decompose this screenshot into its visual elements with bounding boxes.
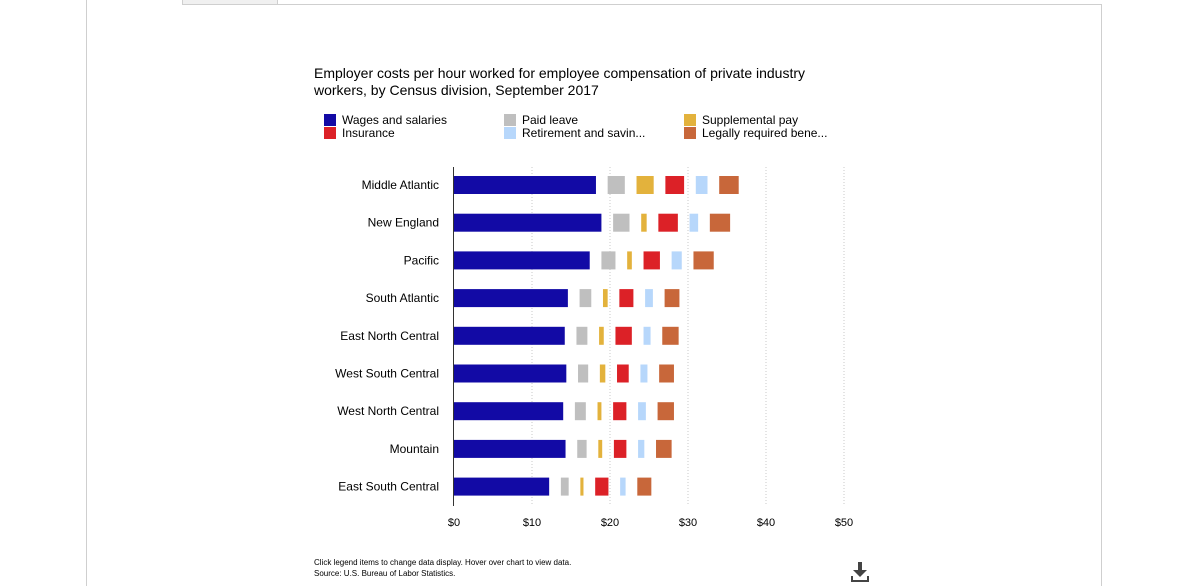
bar-segment	[599, 364, 606, 383]
legend-swatch	[504, 126, 516, 139]
bar-segment	[454, 176, 596, 194]
bar-segment	[709, 213, 731, 232]
bar-segment	[454, 326, 565, 345]
bar-segment	[695, 176, 708, 194]
legend-swatch	[504, 113, 516, 126]
tab-stub[interactable]	[182, 0, 278, 5]
bar-segment	[689, 213, 699, 232]
x-tick-label: $40	[757, 517, 775, 529]
x-tick-label: $30	[679, 517, 697, 529]
category-label: West North Central	[337, 404, 439, 418]
legend-item-retirement[interactable]: Retirement and savin...	[504, 125, 646, 140]
bar-segment	[454, 251, 590, 270]
legend-label: Legally required bene...	[702, 125, 828, 140]
chart-legend: Wages and salaries Insurance Paid leave …	[324, 113, 864, 143]
bar-segment	[576, 326, 588, 345]
legend-label: Paid leave	[522, 112, 579, 127]
bar-segment	[658, 213, 678, 232]
note-instructions: Click legend items to change data displa…	[314, 558, 572, 567]
bar-segment	[454, 439, 566, 458]
bar-segment	[645, 289, 653, 308]
frame-top-border	[182, 4, 1101, 5]
bar-segment	[595, 477, 609, 496]
legend-label: Supplemental pay	[702, 112, 799, 127]
download-icon[interactable]	[849, 560, 871, 582]
bar-segment	[613, 402, 627, 421]
bar-segment	[641, 213, 647, 232]
bar-segment	[454, 364, 567, 383]
bar-segment	[659, 364, 674, 383]
category-label: Mountain	[390, 442, 439, 456]
legend-item-legally-required[interactable]: Legally required bene...	[684, 125, 828, 140]
bar-segment	[638, 402, 646, 421]
legend-swatch	[684, 113, 696, 126]
note-source: Source: U.S. Bureau of Labor Statistics.	[314, 569, 456, 578]
bar-segment	[617, 364, 629, 383]
legend-swatch	[684, 126, 696, 139]
bar-segment	[607, 176, 625, 194]
category-label: South Atlantic	[366, 291, 439, 305]
bar-segment	[560, 477, 569, 496]
legend-label: Wages and salaries	[342, 112, 447, 127]
x-tick-label: $10	[523, 517, 541, 529]
frame-left-border	[86, 0, 87, 586]
bar-segment	[613, 439, 627, 458]
bar-segment	[615, 326, 632, 345]
bar-segment	[619, 289, 634, 308]
bar-segment	[454, 402, 564, 421]
legend-item-wages[interactable]: Wages and salaries	[324, 112, 447, 127]
bar-segment	[579, 289, 592, 308]
legend-label: Retirement and savin...	[522, 125, 646, 140]
bar-segment	[665, 176, 685, 194]
bar-segment	[643, 326, 651, 345]
bar-segment	[578, 364, 589, 383]
legend-label: Insurance	[342, 125, 395, 140]
x-tick-label: $20	[601, 517, 619, 529]
bar-segment	[580, 477, 584, 496]
bar-segment	[613, 213, 630, 232]
category-label: West South Central	[335, 367, 439, 381]
frame-right-border	[1101, 4, 1102, 586]
category-label: New England	[368, 216, 439, 230]
bar-segment	[636, 176, 654, 194]
bar-segment	[597, 402, 602, 421]
chart-note: Click legend items to change data displa…	[314, 557, 571, 579]
bar-segment	[657, 402, 674, 421]
category-label: East South Central	[338, 480, 439, 494]
category-label: Pacific	[404, 253, 439, 267]
bar-segment	[637, 477, 652, 496]
x-tick-label: $50	[835, 517, 853, 529]
legend-swatch	[324, 126, 336, 139]
bar-segment	[454, 289, 568, 308]
bar-segment	[577, 439, 587, 458]
legend-item-paid-leave[interactable]: Paid leave	[504, 112, 579, 127]
bar-segment	[638, 439, 645, 458]
bar-segment	[664, 289, 680, 308]
legend-item-supplemental-pay[interactable]: Supplemental pay	[684, 112, 799, 127]
bar-segment	[601, 251, 616, 270]
category-label: Middle Atlantic	[362, 178, 439, 192]
x-tick-label: $0	[448, 517, 460, 529]
bar-segment	[454, 213, 602, 232]
bar-segment	[693, 251, 714, 270]
bar-segment	[719, 176, 739, 194]
legend-item-insurance[interactable]: Insurance	[324, 125, 395, 140]
bar-segment	[643, 251, 660, 270]
bar-segment	[627, 251, 632, 270]
bar-segment	[574, 402, 586, 421]
legend-swatch	[324, 113, 336, 126]
bar-segment	[454, 477, 550, 496]
bar-segment	[656, 439, 672, 458]
bar-segment	[602, 289, 608, 308]
category-label: East North Central	[340, 329, 439, 343]
bar-segment	[640, 364, 648, 383]
bar-segment	[599, 326, 604, 345]
bar-segment	[598, 439, 603, 458]
bar-segment	[620, 477, 626, 496]
bar-segment	[671, 251, 682, 270]
bar-segment	[662, 326, 679, 345]
chart-title: Employer costs per hour worked for emplo…	[314, 65, 806, 98]
